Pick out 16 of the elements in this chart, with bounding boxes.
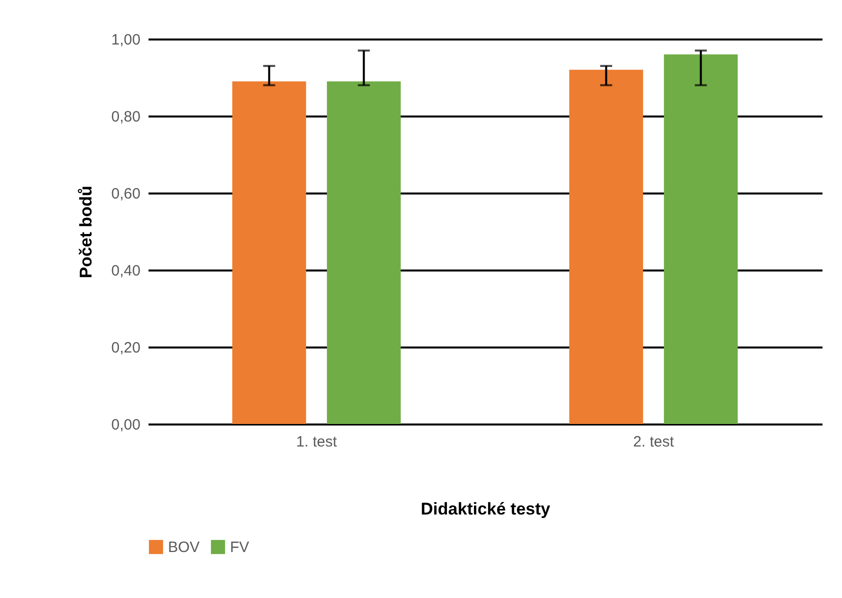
y-tick-label: 0,00 <box>111 416 140 434</box>
y-tick-label: 0,80 <box>111 108 140 126</box>
bar <box>569 70 644 424</box>
y-axis-title: Počet bodů <box>76 186 96 278</box>
bar <box>664 54 738 424</box>
x-axis-title: Didaktické testy <box>420 500 551 518</box>
legend-label: FV <box>230 539 250 556</box>
y-tick-label: 0,60 <box>111 186 140 202</box>
y-tick-label: 0,20 <box>111 340 140 356</box>
y-tick-label: 0,40 <box>111 262 140 280</box>
x-tick-label: 2. test <box>633 434 675 450</box>
bar <box>326 81 401 424</box>
x-tick-label: 1. test <box>296 434 338 450</box>
y-tick-label: 1,00 <box>111 32 140 48</box>
bar <box>232 81 306 424</box>
legend-label: BOV <box>168 539 200 556</box>
